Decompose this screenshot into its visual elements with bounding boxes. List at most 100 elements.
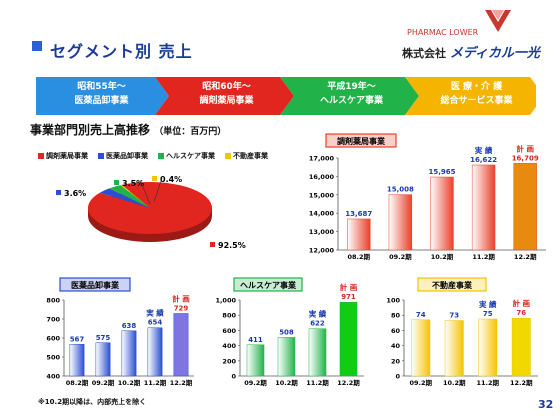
- y-tick-label: 600: [222, 327, 236, 335]
- section-title-text: 事業部門別売上高推移: [30, 123, 151, 137]
- bar: [347, 218, 371, 251]
- annotation-actual: 実 績: [146, 308, 164, 318]
- pie-chart: 92.5% 3.6% 3.5% 0.4%: [56, 175, 246, 250]
- logo-text: PHARMAC LOWER: [407, 28, 479, 37]
- pie-slice: [99, 188, 150, 208]
- chart-title-box: [325, 133, 397, 148]
- logo-icon: [485, 10, 511, 32]
- x-tick-label: 12.2期: [510, 378, 533, 387]
- annotation-actual: 実 績: [479, 299, 497, 309]
- pie-label-swatch: [210, 242, 215, 247]
- bar-value-label: 15,965: [428, 168, 455, 176]
- x-tick-label: 09.2期: [244, 378, 267, 387]
- bar-value-label: 638: [122, 322, 137, 330]
- chart-title: 調剤薬局事業: [337, 136, 386, 146]
- legend-label: 不動産事業: [233, 152, 268, 160]
- x-tick-label: 10.2期: [443, 378, 466, 387]
- pie-label: 3.5%: [122, 179, 144, 188]
- chart-title: 不動産事業: [432, 280, 473, 290]
- timeline-label-3: 医 療・介 護総合サービス事業: [419, 80, 534, 108]
- bar: [430, 176, 454, 251]
- legend-item: 調剤薬局事業: [38, 152, 88, 160]
- x-tick-label: 12.2期: [337, 378, 360, 387]
- chart-title-fill: [234, 278, 302, 291]
- bar: [308, 328, 327, 377]
- timeline-labels: 昭和55年～ 医薬品卸事業 昭和60年～ 調剤薬局事業 平成19年～ ヘルスケア事業 医 療…: [36, 80, 536, 116]
- y-tick-label: 1,000: [215, 297, 236, 305]
- pie-label-swatch: [56, 190, 61, 195]
- legend-item: 不動産事業: [225, 152, 268, 160]
- bar: [246, 344, 265, 377]
- annotation-plan: 計 画: [172, 293, 190, 303]
- pie-label: 3.6%: [64, 189, 86, 198]
- bar-value-label: 654: [148, 319, 163, 327]
- timeline-period: 医 療・介 護: [450, 82, 503, 92]
- chart-title-box: [233, 277, 303, 292]
- pie-slice: [109, 185, 150, 208]
- timeline-label-1: 昭和60年～ 調剤薬局事業: [169, 80, 284, 108]
- legend-swatch: [98, 153, 104, 159]
- bar-value-label: 411: [248, 336, 263, 344]
- bar-value-label: 508: [279, 328, 294, 336]
- pie-label-swatch: [152, 176, 157, 181]
- y-tick-label: 500: [46, 354, 60, 362]
- timeline-arrow-1: [155, 77, 294, 115]
- chart-title-box: [417, 277, 487, 292]
- pie-leader: [139, 179, 151, 205]
- y-tick-label: 0: [395, 373, 400, 381]
- page-number: 32: [538, 398, 554, 411]
- bar-value-label: 76: [516, 309, 526, 317]
- company-name: 株式会社 メディカル一光: [402, 42, 540, 61]
- bar-value-label: 567: [70, 335, 85, 343]
- legend-item: ヘルスケア事業: [158, 152, 215, 160]
- timeline-business: ヘルスケア事業: [319, 96, 383, 106]
- timeline-business: 総合サービス事業: [440, 96, 513, 106]
- timeline-label-0: 昭和55年～ 医薬品卸事業: [44, 80, 159, 108]
- legend-label: 医薬品卸事業: [106, 152, 148, 160]
- annotation-plan: 計 画: [340, 282, 358, 292]
- bar-plan: [339, 301, 358, 377]
- chart-title-fill: [326, 134, 396, 147]
- timeline-period: 昭和60年～: [202, 82, 251, 92]
- bar-value-label: 729: [174, 304, 189, 312]
- y-tick-label: 15,000: [309, 191, 335, 199]
- bar-plan: [173, 313, 189, 377]
- chart-title: ヘルスケア事業: [240, 280, 297, 290]
- pie-leader: [153, 177, 163, 203]
- bar-value-label: 971: [341, 293, 356, 301]
- x-tick-label: 11.2期: [306, 378, 329, 387]
- bar-chart-pharmacy: 調剤薬局事業 12,000 13,000 14,000 15,000 16,000 17,0…: [309, 133, 546, 261]
- bar-value-label: 74: [416, 311, 426, 319]
- title-bullet: [32, 41, 42, 51]
- bar-value-label: 622: [310, 320, 325, 328]
- x-tick-label: 11.2期: [472, 252, 495, 261]
- y-tick-label: 700: [46, 316, 60, 324]
- x-tick-label: 08.2期: [348, 252, 371, 261]
- bar-value-label: 16,709: [512, 154, 539, 162]
- bar-value-label: 575: [96, 334, 111, 342]
- bar-chart-healthcare: ヘルスケア事業 0 200 400 600 800 1,000 411 09.2期 508 10.2…: [215, 277, 364, 387]
- bar: [388, 194, 413, 251]
- timeline-period: 昭和55年～: [77, 82, 126, 92]
- bar-value-label: 16,622: [470, 156, 497, 164]
- y-tick-label: 200: [222, 357, 236, 365]
- y-tick-label: 400: [46, 373, 60, 381]
- x-tick-label: 11.2期: [144, 378, 167, 387]
- y-tick-label: 60: [391, 327, 401, 335]
- pie-label: 0.4%: [160, 175, 182, 184]
- company-prefix: 株式会社: [402, 47, 446, 60]
- bar-value-label: 75: [483, 310, 493, 318]
- timeline-label-2: 平成19年～ ヘルスケア事業: [294, 80, 409, 108]
- x-tick-label: 12.2期: [170, 378, 193, 387]
- bar-value-label: 13,687: [345, 210, 372, 218]
- x-tick-label: 12.2期: [514, 252, 537, 261]
- y-tick-label: 40: [391, 342, 401, 350]
- annotation-plan: 計 画: [512, 298, 530, 308]
- section-title: 事業部門別売上高推移 （単位：百万円）: [30, 121, 226, 138]
- legend-swatch: [158, 153, 164, 159]
- y-tick-label: 400: [222, 342, 236, 350]
- business-timeline: [36, 77, 536, 115]
- x-tick-label: 11.2期: [476, 378, 499, 387]
- legend-item: 医薬品卸事業: [98, 152, 148, 160]
- bar: [277, 337, 296, 377]
